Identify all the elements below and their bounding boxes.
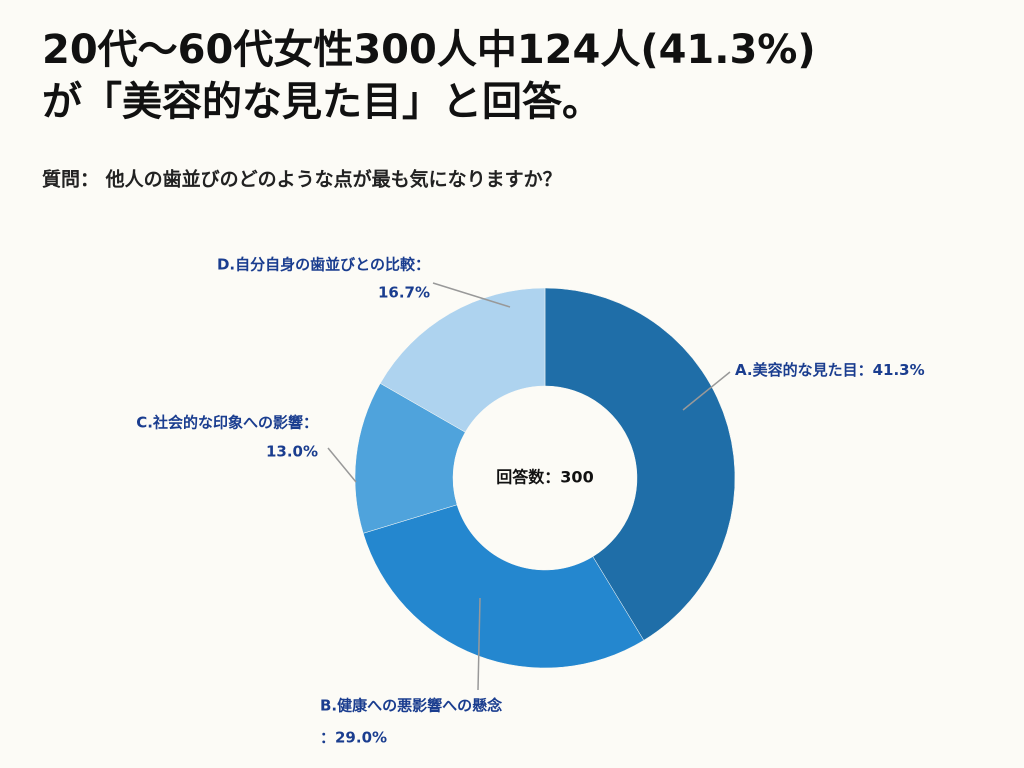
value-label: 13.0% <box>266 443 318 461</box>
category-label: A.美容的な見た目： <box>735 361 873 379</box>
leader-line <box>477 597 481 691</box>
leader-line <box>432 282 511 308</box>
slice-label: D.自分自身の歯並びとの比較： <box>217 256 430 274</box>
value-label: 16.7% <box>378 284 430 302</box>
donut-slice <box>379 287 546 433</box>
leader-line <box>682 371 731 411</box>
slice-label: B.健康への悪影響への懸念 <box>320 697 502 715</box>
donut-slice <box>544 287 736 641</box>
center-label: 回答数：300 <box>496 468 593 487</box>
slice-label: C.社会的な印象への影響： <box>136 414 318 432</box>
chart-title: 20代〜60代女性300人中124人(41.3%) <box>42 27 816 73</box>
chart-title: が「美容的な見た目」と回答。 <box>42 79 602 125</box>
donut-slice <box>362 504 645 669</box>
slice-label: A.美容的な見た目：41.3% <box>735 361 925 379</box>
value-label: ：29.0% <box>320 729 387 747</box>
value-label: 41.3% <box>873 361 925 379</box>
chart-subtitle: 質問： 他人の歯並びのどのような点が最も気になりますか？ <box>42 168 562 191</box>
leader-line <box>327 447 357 483</box>
